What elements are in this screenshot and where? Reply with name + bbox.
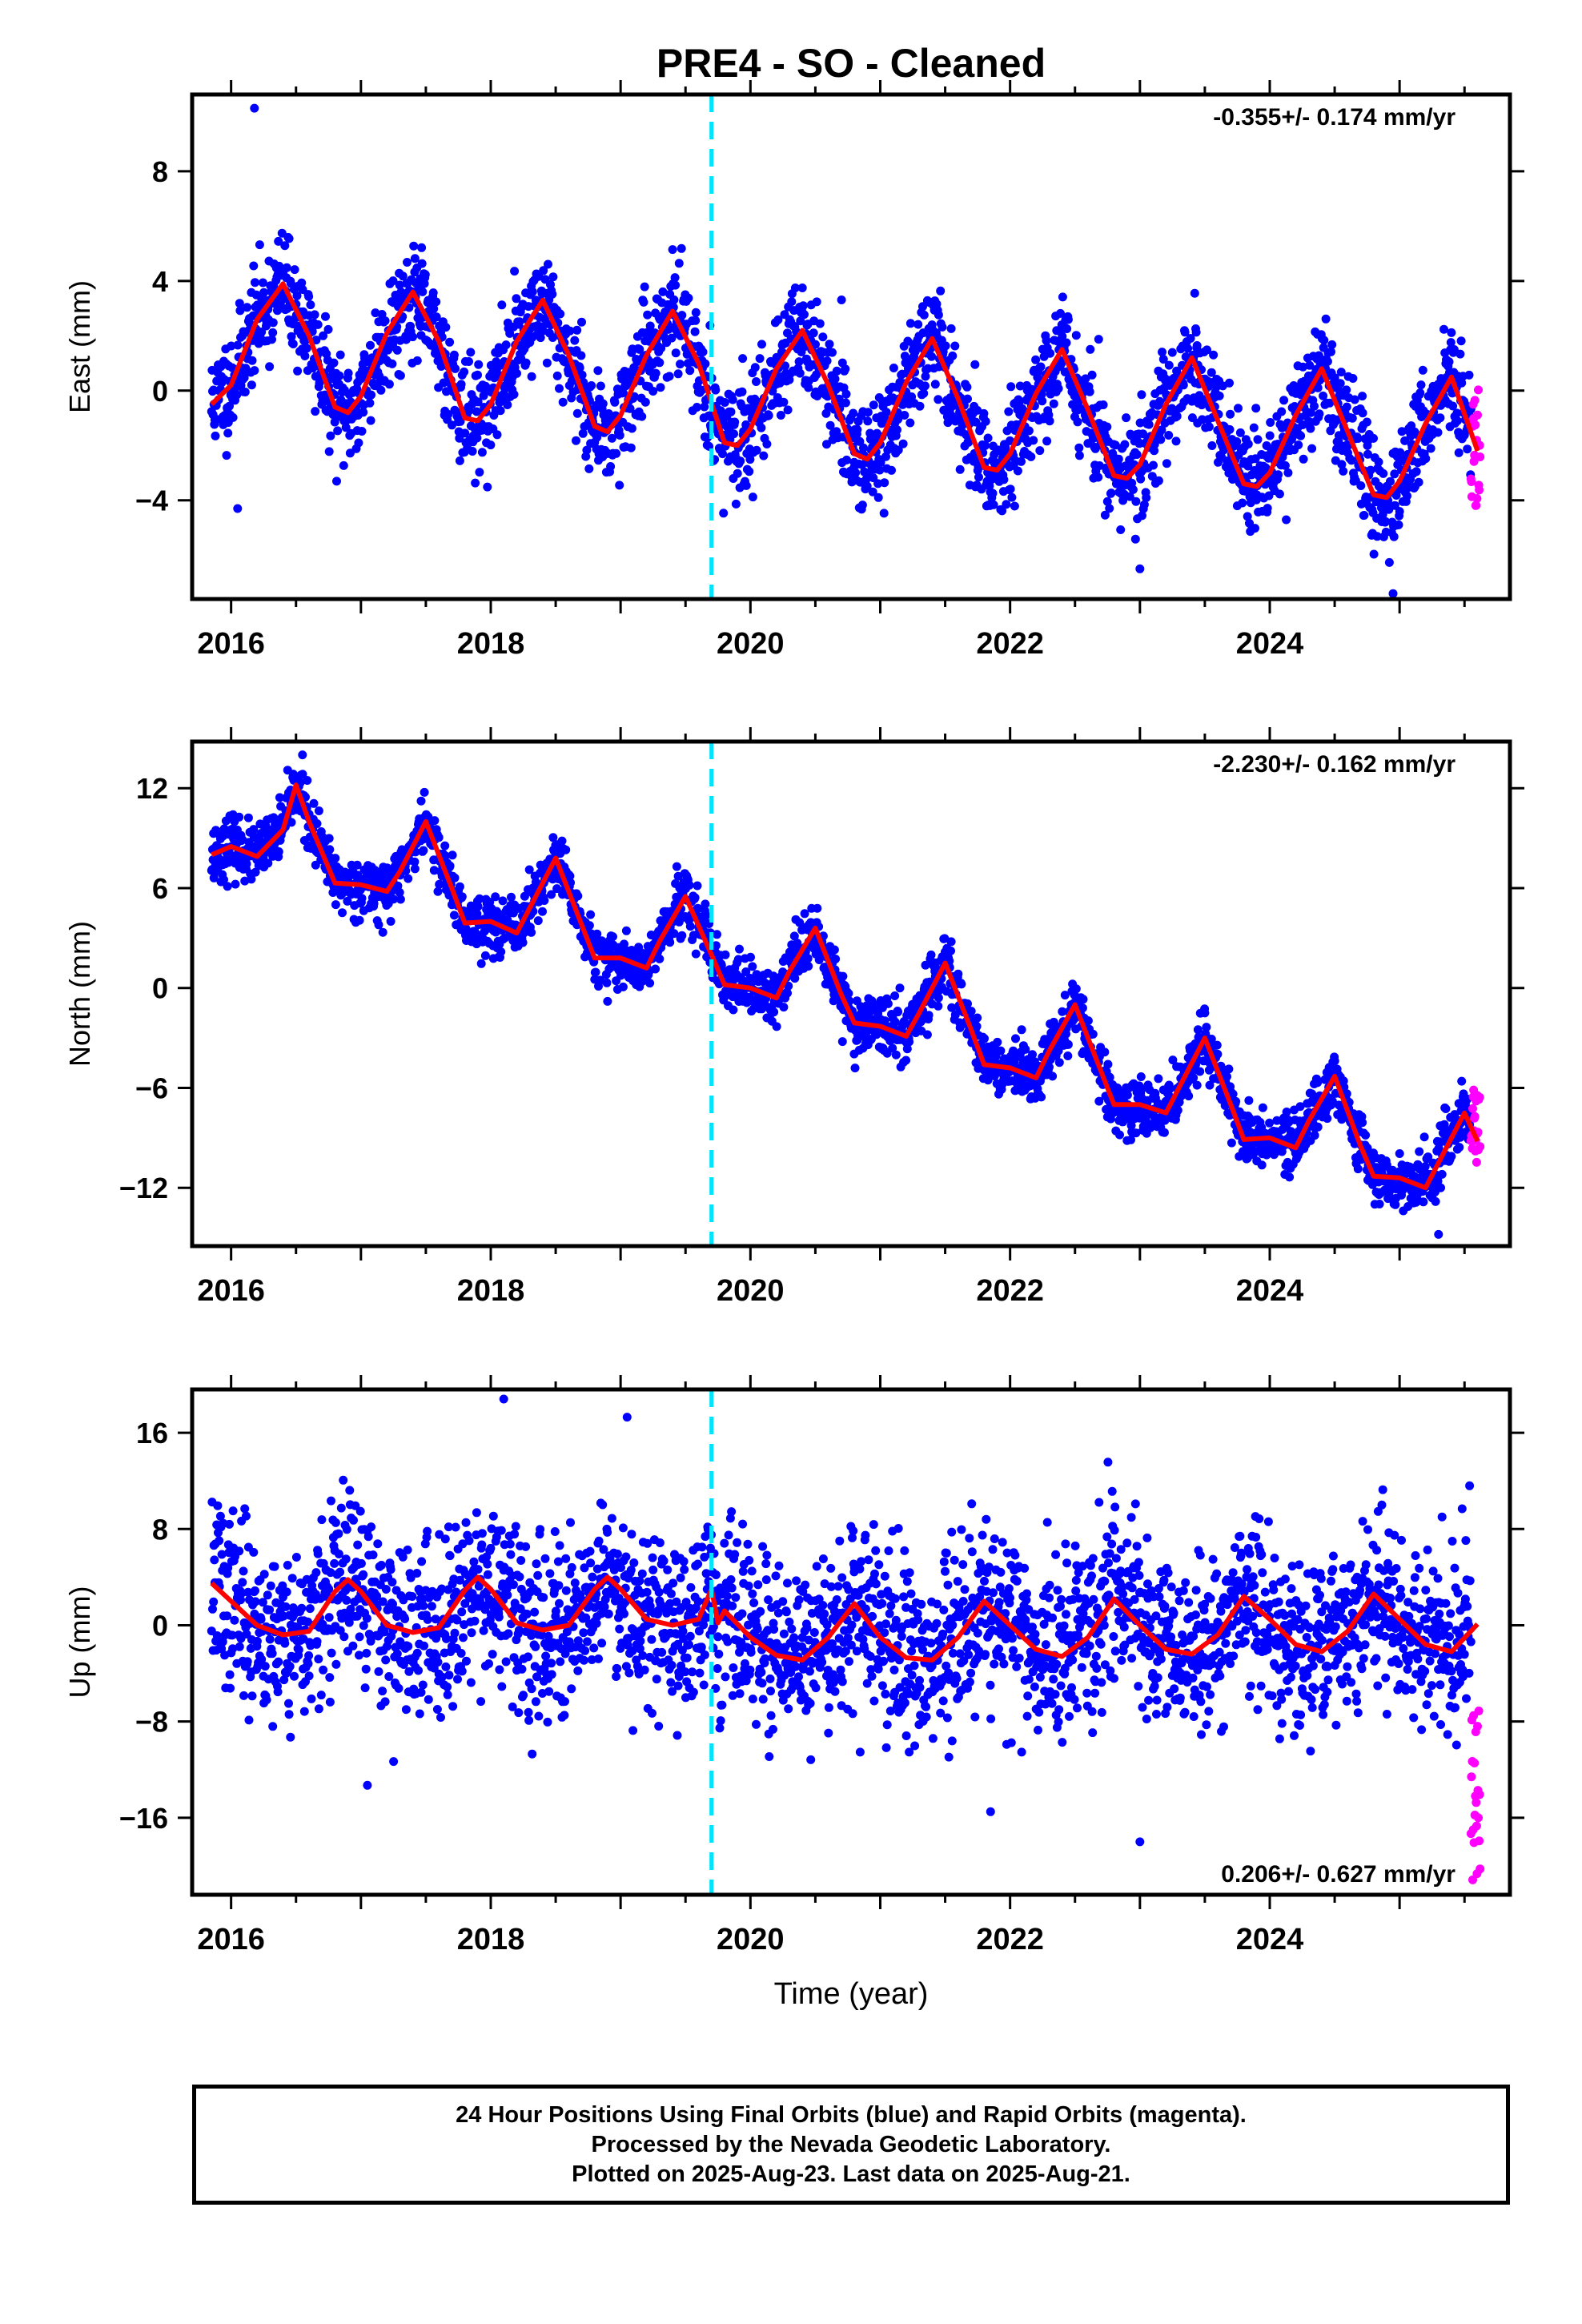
north-x-tick-label: 2022 [976, 1274, 1044, 1308]
east-x-tick-label: 2016 [197, 627, 265, 661]
east-y-tick-label: −4 [135, 485, 168, 517]
up-rapid-orbit-points [1466, 1707, 1485, 1884]
up-y-tick-label: −8 [135, 1706, 168, 1739]
up-data-layer [207, 1394, 1485, 1884]
up-x-tick-label: 2016 [197, 1923, 265, 1956]
east-y-tick-label: 0 [152, 375, 168, 408]
north-y-tick-label: −6 [135, 1072, 168, 1104]
north-data-layer [207, 750, 1485, 1239]
north-y-tick-label: 6 [152, 872, 168, 905]
up-x-tick-label: 2020 [717, 1923, 785, 1956]
footer-box: 24 Hour Positions Using Final Orbits (bl… [192, 2085, 1510, 2205]
north-y-axis-label: North (mm) [63, 921, 96, 1067]
footer-line-3: Plotted on 2025-Aug-23. Last data on 202… [572, 2161, 1130, 2187]
east-rapid-orbit-points [1466, 385, 1485, 510]
north-x-tick-label: 2018 [457, 1274, 525, 1308]
up-x-tick-label: 2022 [976, 1923, 1044, 1956]
north-x-tick-label: 2020 [717, 1274, 785, 1308]
footer-line-1: 24 Hour Positions Using Final Orbits (bl… [456, 2101, 1247, 2128]
footer-line-2: Processed by the Nevada Geodetic Laborat… [591, 2131, 1111, 2157]
north-x-tick-label: 2024 [1236, 1274, 1304, 1308]
up-x-tick-label: 2018 [457, 1923, 525, 1956]
up-plot-frame [190, 1387, 1512, 1897]
up-x-tick-label: 2024 [1236, 1923, 1304, 1956]
up-y-tick-label: −16 [119, 1802, 168, 1835]
north-rate-annotation: -2.230+/- 0.162 mm/yr [1213, 751, 1456, 778]
north-y-tick-label: 12 [136, 772, 168, 805]
panels-layer: East (mm) −4 0 4 8 2016 2018 2020 2022 2024 -0.355… [63, 80, 1524, 1956]
north-y-tick-label: −12 [119, 1172, 168, 1204]
up-model-line [210, 1574, 1480, 1663]
east-x-tick-label: 2022 [976, 627, 1044, 661]
east-y-axis-label: East (mm) [63, 280, 96, 413]
up-rate-annotation: 0.206+/- 0.627 mm/yr [1221, 1861, 1456, 1888]
up-y-tick-label: 8 [152, 1513, 168, 1546]
x-axis-label: Time (year) [774, 1977, 929, 2011]
north-plot-frame [190, 739, 1512, 1248]
east-y-tick-label: 8 [152, 155, 168, 188]
east-x-tick-label: 2020 [717, 627, 785, 661]
east-x-tick-label: 2018 [457, 627, 525, 661]
panel-east: East (mm) −4 0 4 8 2016 2018 2020 2022 2024 -0.355… [63, 80, 1524, 661]
up-y-axis-label: Up (mm) [63, 1586, 96, 1699]
panel-north: North (mm) −12 −6 0 6 12 2016 2018 2020 2022 2024 -… [63, 727, 1524, 1308]
east-x-tick-label: 2024 [1236, 627, 1304, 661]
panel-up: Up (mm) −16 −8 0 8 16 2016 2018 2020 2022 2024 0.20… [63, 1375, 1524, 1956]
up-y-tick-label: 16 [136, 1417, 168, 1449]
east-data-layer [207, 103, 1485, 598]
east-final-orbit-points [207, 103, 1476, 598]
north-x-tick-label: 2016 [197, 1274, 265, 1308]
chart-title: PRE4 - SO - Cleaned [656, 41, 1046, 86]
north-final-orbit-points [207, 750, 1476, 1239]
east-model-line [210, 281, 1480, 501]
north-model-line [211, 782, 1480, 1191]
north-y-tick-label: 0 [152, 972, 168, 1005]
east-y-tick-label: 4 [152, 265, 168, 298]
east-plot-frame [190, 92, 1512, 601]
east-rate-annotation: -0.355+/- 0.174 mm/yr [1213, 104, 1456, 131]
up-y-tick-label: 0 [152, 1609, 168, 1642]
